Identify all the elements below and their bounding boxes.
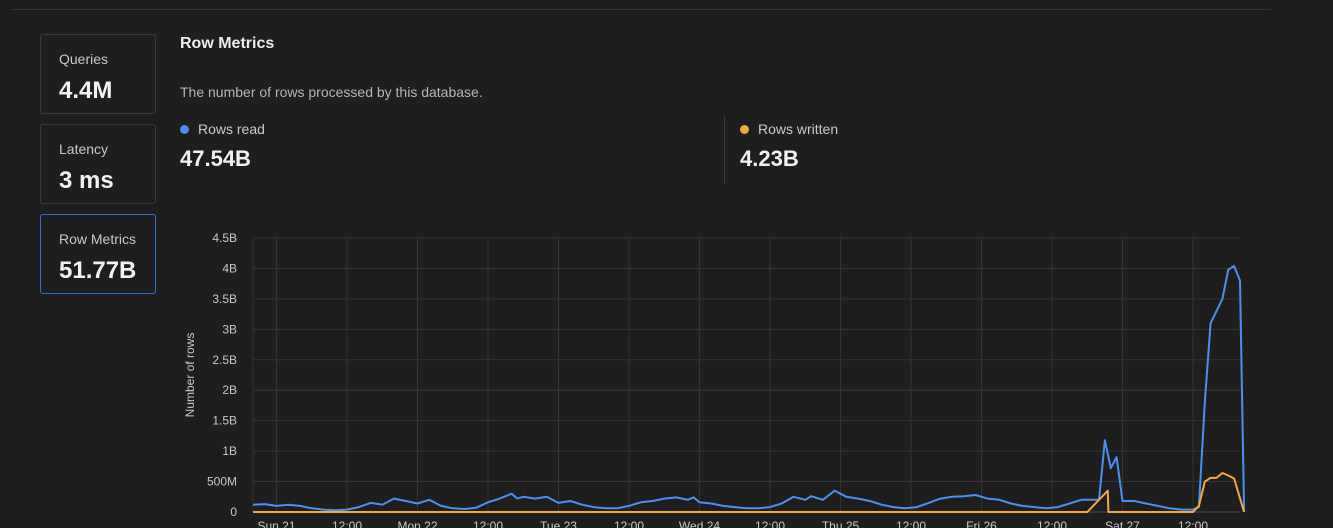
- y-tick-label: 4.5B: [212, 231, 237, 245]
- x-tick-label: Sun 21: [257, 519, 295, 528]
- rows-written-value: 4.23B: [740, 146, 799, 171]
- y-tick-label: 2.5B: [212, 353, 237, 367]
- x-axis-ticks: Sun 21 12:00 Mon 22 12:00 Tue 23 12:00 Wed 24 1…: [257, 519, 1208, 528]
- latency-card[interactable]: Latency 3 ms: [40, 124, 156, 204]
- latency-card-value: 3 ms: [59, 167, 114, 194]
- section-description: The number of rows processed by this dat…: [180, 84, 483, 100]
- series-line-rows-written: [253, 472, 1246, 513]
- queries-card-value: 4.4M: [59, 77, 113, 104]
- x-tick-label: Tue 23: [540, 519, 577, 528]
- rows-written-dot-icon: [740, 125, 749, 134]
- y-tick-label: 0: [230, 505, 237, 519]
- x-tick-label: 12:00: [1037, 519, 1067, 528]
- x-tick-label: Mon 22: [397, 519, 437, 528]
- y-tick-label: 3.5B: [212, 292, 237, 306]
- x-tick-label: 12:00: [1178, 519, 1208, 528]
- queries-card[interactable]: Queries 4.4M: [40, 34, 156, 114]
- y-axis-label: Number of rows: [183, 333, 197, 418]
- legend-divider: [724, 116, 725, 184]
- x-tick-label: 12:00: [755, 519, 785, 528]
- section-title: Row Metrics: [180, 35, 275, 52]
- latency-card-label: Latency: [59, 141, 109, 157]
- x-tick-label: Sat 27: [1105, 519, 1140, 528]
- row-metrics-card[interactable]: Row Metrics 51.77B: [40, 214, 156, 294]
- y-tick-label: 2B: [222, 383, 237, 397]
- queries-card-label: Queries: [59, 51, 109, 67]
- x-tick-label: 12:00: [896, 519, 926, 528]
- x-tick-label: Fri 26: [966, 519, 997, 528]
- legend-rows-read: Rows read: [180, 121, 265, 137]
- y-tick-label: 500M: [207, 475, 237, 489]
- legend-rows-written: Rows written: [740, 121, 838, 137]
- y-tick-label: 1B: [222, 444, 237, 458]
- x-tick-label: Thu 25: [822, 519, 860, 528]
- x-tick-label: 12:00: [614, 519, 644, 528]
- top-divider: [12, 9, 1271, 10]
- x-tick-label: 12:00: [473, 519, 503, 528]
- y-tick-label: 3B: [222, 322, 237, 336]
- row-metrics-card-label: Row Metrics: [59, 231, 137, 247]
- y-tick-label: 4B: [222, 261, 237, 275]
- rows-read-dot-icon: [180, 125, 189, 134]
- rows-written-label: Rows written: [758, 121, 839, 137]
- chart-grid: [252, 237, 1240, 513]
- x-tick-label: 12:00: [332, 519, 362, 528]
- chart-series: [252, 265, 1246, 513]
- y-axis-ticks: 0 500M 1B 1.5B 2B 2.5B 3B 3.5B 4B 4.5B: [207, 231, 237, 519]
- x-tick-label: Wed 24: [679, 519, 720, 528]
- series-line-rows-read: [252, 265, 1246, 513]
- y-tick-label: 1.5B: [212, 414, 237, 428]
- rows-read-label: Rows read: [198, 121, 265, 137]
- rows-read-value: 47.54B: [180, 146, 251, 171]
- row-metrics-card-value: 51.77B: [59, 257, 137, 284]
